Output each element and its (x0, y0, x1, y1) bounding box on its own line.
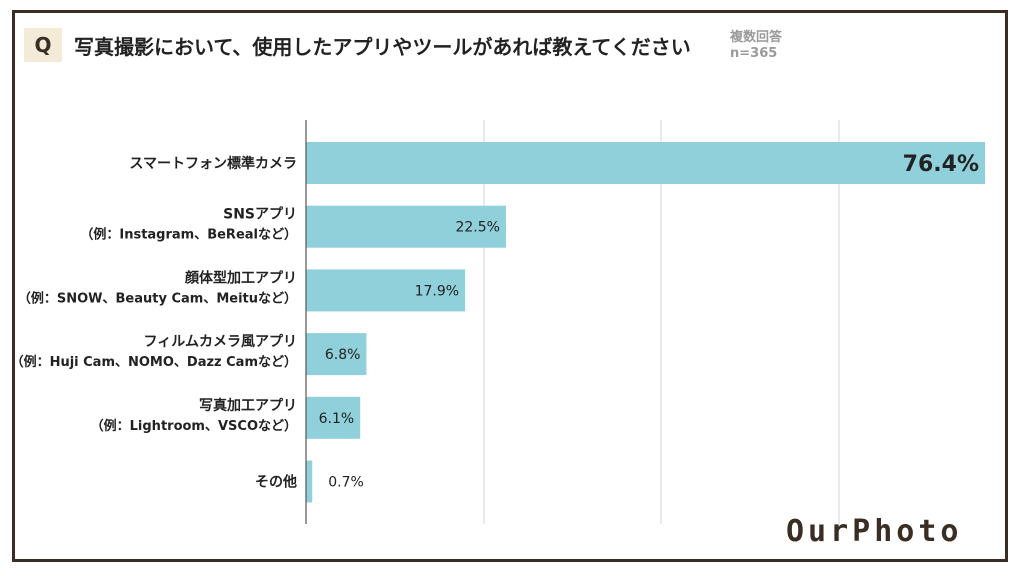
question-badge: Q (24, 28, 62, 62)
category-label-5-line-2: （例：Lightroom、VSCOなど） (91, 418, 297, 434)
category-label-4-line-1: フィルムカメラ風アプリ (144, 334, 297, 350)
data-label-2: 22.5% (455, 220, 499, 236)
ourphoto-logo: OurPhoto (786, 514, 963, 549)
bar-3 (306, 269, 466, 312)
response-note: 複数回答 n=365 (730, 30, 782, 62)
category-label-3-line-1: 顔体型加工アプリ (184, 269, 297, 286)
bar-4 (306, 333, 367, 376)
category-label-6: その他 (255, 474, 297, 491)
sample-size-note: n=365 (730, 46, 778, 61)
bar-6 (306, 460, 313, 503)
data-label-5: 6.1% (319, 411, 355, 427)
category-label-5-line-1: 写真加工アプリ (199, 397, 297, 414)
chart-title: 写真撮影において、使用したアプリやツールがあれば教えてください (74, 35, 691, 59)
data-label-4: 6.8% (325, 347, 361, 363)
data-label-3: 17.9% (415, 283, 459, 299)
category-label-3-line-2: （例：SNOW、Beauty Cam、Meituなど） (18, 290, 297, 306)
data-label-1: 76.4% (903, 152, 979, 177)
category-label-2-line-1: SNSアプリ (223, 207, 297, 223)
bar-1 (306, 142, 985, 184)
category-label-1: スマートフォン標準カメラ (129, 155, 297, 172)
bar-2 (306, 205, 506, 248)
category-label-4-line-2: （例：Huji Cam、NOMO、Dazz Camなど） (11, 354, 297, 370)
data-label-6: 0.7% (328, 475, 364, 491)
chart-frame (12, 10, 1008, 562)
category-label-2-line-2: （例：Instagram、BeRealなど） (80, 227, 297, 243)
multiple-answer-note: 複数回答 (730, 30, 783, 45)
bar-5 (306, 396, 361, 439)
